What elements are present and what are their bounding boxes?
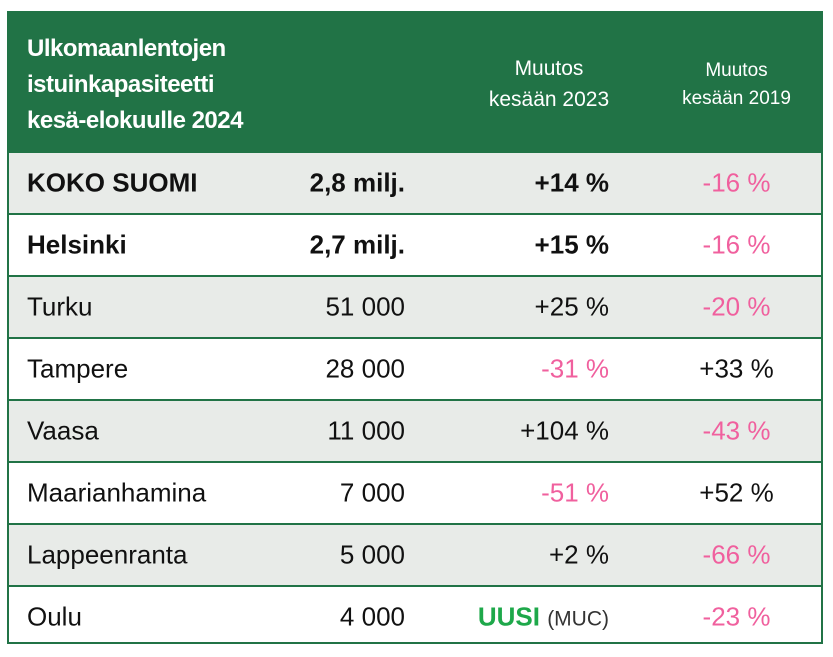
capacity-table: Ulkomaanlentojen istuinkapasiteetti kesä… (7, 11, 823, 644)
change-2019-cell: -16 % (702, 229, 771, 260)
title-line: kesä-elokuulle 2024 (27, 107, 243, 134)
change-2023-cell: -51 % (541, 477, 609, 508)
region-name: Tampere (27, 353, 129, 384)
table-row: Turku 51 000 +25 % -20 % (9, 275, 821, 337)
header-change-2023: Muutos kesään 2023 (449, 53, 649, 115)
region-name: Helsinki (27, 229, 127, 260)
table-title: Ulkomaanlentojen istuinkapasiteetti kesä… (27, 31, 243, 139)
title-line: istuinkapasiteetti (27, 71, 215, 98)
region-name: Turku (27, 291, 93, 322)
change-2019-cell: -16 % (702, 167, 771, 198)
seat-capacity: 7 000 (339, 477, 405, 508)
change-2019-cell: -66 % (702, 539, 771, 570)
seat-capacity: 2,7 milj. (309, 229, 405, 260)
change-2023-cell: +2 % (549, 539, 609, 570)
table-row: Helsinki 2,7 milj. +15 % -16 % (9, 213, 821, 275)
table-row: Tampere 28 000 -31 % +33 % (9, 337, 821, 399)
region-name: Oulu (27, 601, 82, 632)
title-line: Ulkomaanlentojen (27, 35, 226, 62)
table-row: Maarianhamina 7 000 -51 % +52 % (9, 461, 821, 523)
change-2019-cell: -23 % (702, 601, 771, 632)
change-2023-cell: +25 % (534, 291, 609, 322)
change-2023-cell: +14 % (534, 167, 609, 198)
region-name: KOKO SUOMI (27, 167, 198, 198)
change-2023-cell: +104 % (520, 415, 609, 446)
new-route-label: UUSI (477, 601, 540, 632)
seat-capacity: 51 000 (325, 291, 405, 322)
table-row: Oulu 4 000 UUSI (MUC) -23 % (9, 585, 821, 647)
airport-code: (MUC) (547, 607, 609, 631)
region-name: Maarianhamina (27, 477, 207, 508)
table-row: Vaasa 11 000 +104 % -43 % (9, 399, 821, 461)
header-line: Muutos (514, 57, 584, 80)
table-row: KOKO SUOMI 2,8 milj. +14 % -16 % (9, 151, 821, 213)
seat-capacity: 2,8 milj. (309, 167, 405, 198)
table-row: Lappeenranta 5 000 +2 % -66 % (9, 523, 821, 585)
table-header: Ulkomaanlentojen istuinkapasiteetti kesä… (9, 13, 821, 151)
change-2019-cell: -43 % (702, 415, 771, 446)
seat-capacity: 4 000 (339, 601, 405, 632)
change-2019-cell: +33 % (699, 353, 774, 384)
region-name: Lappeenranta (27, 539, 188, 570)
header-change-2019: Muutos kesään 2019 (649, 57, 824, 113)
header-line: kesään 2023 (488, 88, 610, 111)
change-2019-cell: +52 % (699, 477, 774, 508)
header-line: Muutos (705, 60, 768, 81)
region-name: Vaasa (27, 415, 99, 446)
change-2023-cell: +15 % (534, 229, 609, 260)
seat-capacity: 5 000 (339, 539, 405, 570)
change-2023-cell: UUSI (MUC) (478, 602, 609, 633)
change-2023-cell: -31 % (541, 353, 609, 384)
seat-capacity: 11 000 (327, 415, 405, 446)
seat-capacity: 28 000 (325, 353, 405, 384)
change-2019-cell: -20 % (702, 291, 771, 322)
header-line: kesään 2019 (682, 88, 791, 109)
